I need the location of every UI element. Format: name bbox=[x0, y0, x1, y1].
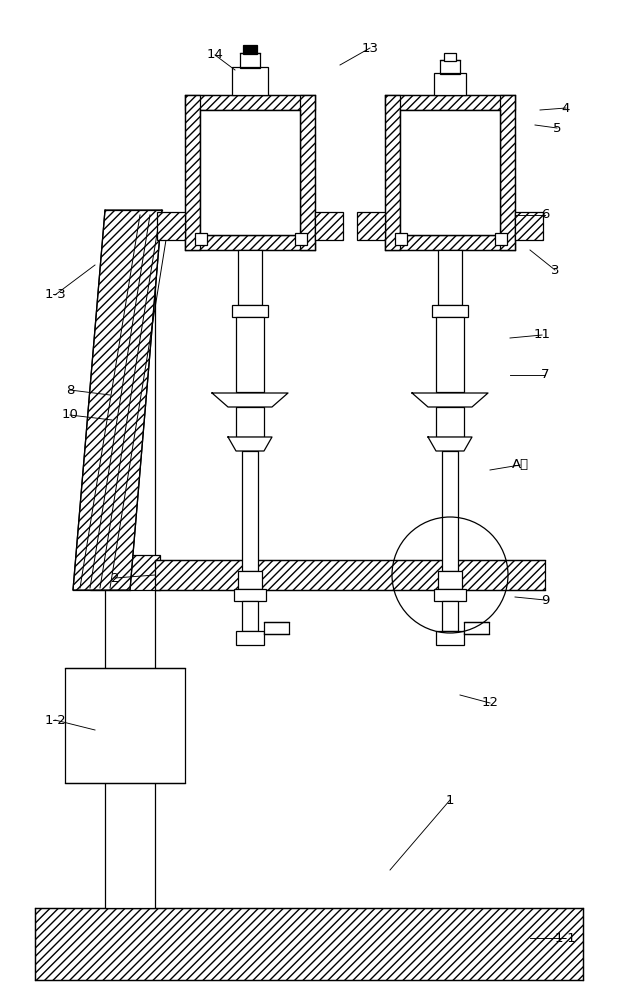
Bar bbox=[315, 212, 343, 240]
Polygon shape bbox=[228, 437, 272, 451]
Bar bbox=[300, 95, 315, 250]
Bar bbox=[157, 212, 185, 240]
Text: 1-3: 1-3 bbox=[44, 288, 66, 302]
Bar bbox=[436, 631, 464, 645]
Text: 10: 10 bbox=[61, 408, 79, 422]
Polygon shape bbox=[428, 437, 472, 451]
Text: 3: 3 bbox=[551, 263, 559, 276]
Bar bbox=[238, 250, 262, 305]
Bar bbox=[438, 250, 462, 305]
Bar bbox=[495, 233, 507, 245]
Bar bbox=[185, 235, 315, 250]
Bar bbox=[434, 73, 466, 95]
Bar bbox=[400, 110, 500, 235]
Bar bbox=[65, 668, 185, 783]
Text: 14: 14 bbox=[207, 48, 223, 62]
Bar bbox=[438, 571, 462, 589]
Bar bbox=[185, 95, 200, 250]
Bar bbox=[442, 601, 458, 631]
Bar bbox=[295, 233, 307, 245]
Bar bbox=[515, 212, 543, 240]
Bar bbox=[436, 317, 464, 392]
Bar bbox=[105, 240, 155, 908]
Bar bbox=[436, 407, 464, 437]
Text: 6: 6 bbox=[541, 209, 549, 222]
Bar bbox=[444, 53, 456, 61]
Bar bbox=[243, 45, 257, 54]
Text: 1: 1 bbox=[446, 794, 454, 806]
Bar bbox=[200, 110, 300, 235]
Bar bbox=[236, 317, 264, 392]
Bar bbox=[236, 407, 264, 437]
Bar bbox=[90, 555, 160, 590]
Bar bbox=[232, 305, 268, 317]
Bar bbox=[440, 60, 460, 74]
Bar bbox=[395, 233, 407, 245]
Bar bbox=[234, 589, 266, 601]
Bar bbox=[240, 53, 260, 68]
Bar bbox=[236, 631, 264, 645]
Bar bbox=[357, 212, 385, 240]
Text: 4: 4 bbox=[562, 102, 570, 114]
Text: 8: 8 bbox=[66, 383, 74, 396]
Bar bbox=[232, 67, 268, 95]
Bar bbox=[385, 235, 515, 250]
Text: 12: 12 bbox=[482, 696, 498, 710]
Bar bbox=[195, 233, 207, 245]
Bar bbox=[238, 571, 262, 589]
Text: 7: 7 bbox=[541, 368, 549, 381]
Bar bbox=[264, 622, 289, 634]
Bar bbox=[500, 95, 515, 250]
Text: 9: 9 bbox=[541, 593, 549, 606]
Polygon shape bbox=[73, 210, 162, 590]
Bar bbox=[464, 622, 489, 634]
Bar bbox=[432, 305, 468, 317]
Bar bbox=[35, 908, 583, 980]
Bar bbox=[155, 560, 545, 590]
Text: 11: 11 bbox=[534, 328, 550, 342]
Bar bbox=[385, 95, 515, 110]
Bar bbox=[442, 451, 458, 571]
Bar bbox=[242, 451, 258, 571]
Bar bbox=[185, 95, 315, 110]
Text: A部: A部 bbox=[511, 458, 529, 472]
Bar bbox=[242, 601, 258, 631]
Text: 13: 13 bbox=[361, 41, 378, 54]
Bar bbox=[385, 95, 400, 250]
Text: 2: 2 bbox=[111, 572, 119, 584]
Polygon shape bbox=[212, 393, 288, 407]
Bar bbox=[434, 589, 466, 601]
Text: 1-2: 1-2 bbox=[44, 714, 66, 726]
Text: 5: 5 bbox=[553, 121, 561, 134]
Text: 1-1: 1-1 bbox=[554, 932, 576, 944]
Polygon shape bbox=[412, 393, 488, 407]
